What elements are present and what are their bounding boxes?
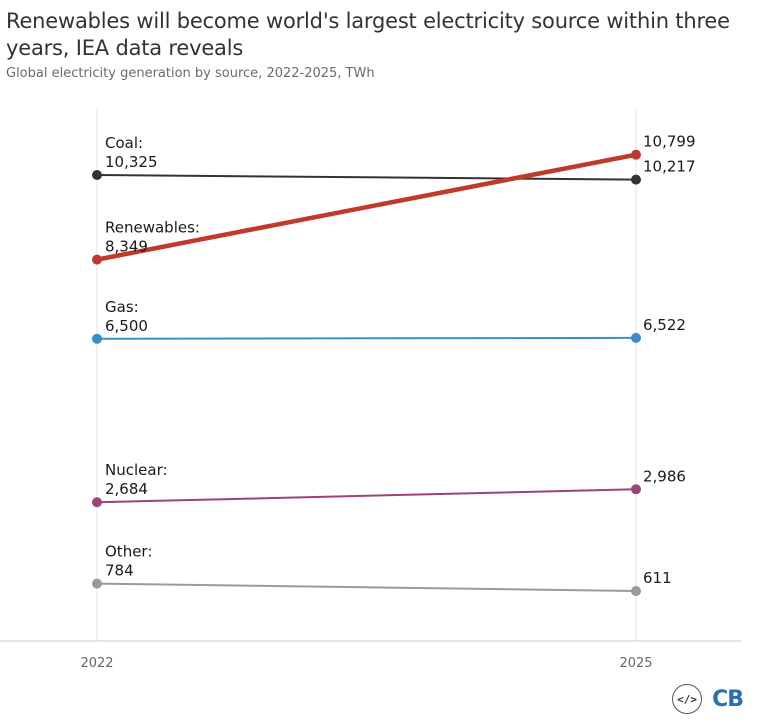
series-name-gas: Gas: <box>105 298 139 316</box>
point-coal-2025 <box>631 174 641 185</box>
data-label-coal-2025: 10,217 <box>643 158 696 176</box>
series-name-other: Other: <box>105 543 152 561</box>
data-label-renewables-2025: 10,799 <box>643 133 696 151</box>
data-label-renewables-2022: 8,349 <box>105 238 148 256</box>
chart-subtitle: Global electricity generation by source,… <box>6 66 375 81</box>
data-label-other-2022: 784 <box>105 562 134 580</box>
series-line-coal <box>96 173 637 181</box>
data-label-gas-2022: 6,500 <box>105 317 148 335</box>
x-tick-label-2022: 2022 <box>80 656 113 671</box>
series-line-other <box>96 582 637 593</box>
carbon-brief-logo: CB <box>712 686 744 712</box>
point-other-2025 <box>631 586 641 597</box>
point-coal-2022 <box>92 169 102 180</box>
point-gas-2025 <box>631 332 641 343</box>
code-embed-icon[interactable]: </> <box>672 684 703 714</box>
data-label-coal-2022: 10,325 <box>105 153 158 171</box>
series-name-nuclear: Nuclear: <box>105 461 168 479</box>
chart-title: Renewables will become world's largest e… <box>6 9 730 60</box>
data-label-gas-2025: 6,522 <box>643 316 686 334</box>
series-name-renewables: Renewables: <box>105 219 200 237</box>
point-gas-2022 <box>92 333 102 344</box>
point-renewables-2025 <box>631 149 641 160</box>
x-tick-label-2025: 2025 <box>619 656 652 671</box>
series-line-nuclear <box>96 488 637 504</box>
point-other-2022 <box>92 578 102 589</box>
point-nuclear-2025 <box>631 484 641 495</box>
point-renewables-2022 <box>92 254 102 265</box>
data-label-nuclear-2025: 2,986 <box>643 467 686 485</box>
series-line-gas <box>96 336 637 340</box>
data-label-other-2025: 611 <box>643 569 672 587</box>
branding: </> CB <box>672 684 744 714</box>
series-name-coal: Coal: <box>105 134 143 152</box>
data-label-nuclear-2022: 2,684 <box>105 480 148 498</box>
point-nuclear-2022 <box>92 497 102 508</box>
series-line-renewables <box>94 152 639 262</box>
